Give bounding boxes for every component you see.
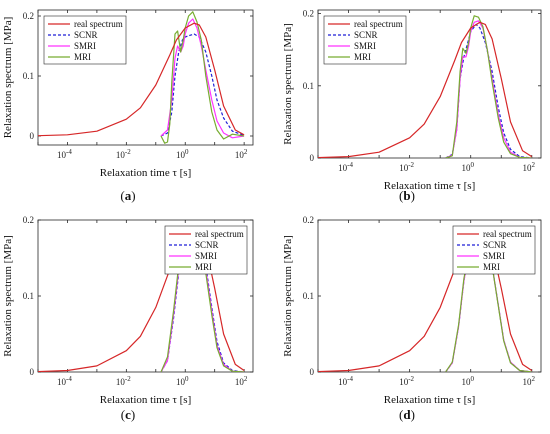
panel-b-legend-label-mri: MRI xyxy=(354,52,371,62)
panel-b: 0 0.1 0.2 10-4 10-2 100 102 Relaxation time τ [… xyxy=(282,9,542,203)
panel-a-ytick-label: 0.1 xyxy=(23,71,34,81)
panel-a-xtick-label: 10-4 xyxy=(57,148,72,160)
panel-b-y-axis-label: Relaxation spectrum [MPa] xyxy=(282,23,294,145)
panel-d-xtick-label: 10-2 xyxy=(399,375,414,387)
panel-d-label: (d) xyxy=(399,407,415,422)
panel-b-series-real-spectrum xyxy=(318,21,533,158)
panel-d-ytick-label: 0.2 xyxy=(303,215,314,225)
panel-a-x-axis-label: Relaxation time τ [s] xyxy=(100,167,191,179)
panel-a-ytick-label: 0.2 xyxy=(23,11,34,21)
panel-c-ytick-label: 0.2 xyxy=(23,215,34,225)
panel-c-ytick-label: 0 xyxy=(30,367,35,377)
panel-a-xtick-label: 10-2 xyxy=(116,148,131,160)
panel-c-legend-label-smri: SMRI xyxy=(195,251,217,261)
panel-a-y-axis-label: Relaxation spectrum [MPa] xyxy=(2,17,14,139)
panel-a-legend-label-smri: SMRI xyxy=(74,41,96,51)
panel-a-series-scnr xyxy=(160,33,245,137)
panel-c-xtick-label: 102 xyxy=(235,375,248,387)
panel-b-legend-label-real-spectrum: real spectrum xyxy=(354,19,403,29)
panel-c: 0 0.1 0.2 10-4 10-2 100 102 Relaxation time τ [… xyxy=(2,215,254,422)
panel-d-y-axis-label: Relaxation spectrum [MPa] xyxy=(282,235,294,357)
panel-b-xtick-label: 10-4 xyxy=(338,161,353,173)
panel-b-legend-box xyxy=(323,15,407,65)
panel-b-label: (b) xyxy=(399,188,415,203)
panel-b-xtick-label: 102 xyxy=(523,161,536,173)
panel-c-legend-label-mri: MRI xyxy=(195,262,212,272)
panel-d-legend-box xyxy=(452,225,536,275)
panel-d-xtick-label: 10-4 xyxy=(338,375,353,387)
panel-c-x-axis-label: Relaxation time τ [s] xyxy=(100,394,191,406)
panel-b-series-mri xyxy=(445,15,532,158)
panel-a-series-real-spectrum xyxy=(38,22,245,137)
panel-b-x-axis-label: Relaxation time τ [s] xyxy=(384,180,475,192)
panel-b-ytick-label: 0.2 xyxy=(303,9,314,19)
panel-a-xtick-label: 100 xyxy=(176,148,189,160)
panel-b-xtick-label: 10-2 xyxy=(399,161,414,173)
panel-d-ytick-label: 0 xyxy=(310,367,315,377)
panel-a-legend-label-scnr: SCNR xyxy=(74,30,98,40)
panel-c-xtick-label: 10-4 xyxy=(57,375,72,387)
panel-c-xtick-label: 100 xyxy=(176,375,189,387)
panel-d-xtick-label: 100 xyxy=(461,375,474,387)
panel-d-legend-label-real-spectrum: real spectrum xyxy=(483,229,532,239)
panel-d-legend-label-smri: SMRI xyxy=(483,251,505,261)
panel-d-legend-label-scnr: SCNR xyxy=(483,240,507,250)
panel-c-legend-label-real-spectrum: real spectrum xyxy=(195,229,244,239)
panel-d-legend-label-mri: MRI xyxy=(483,262,500,272)
panel-d-ytick-label: 0.1 xyxy=(303,291,314,301)
panel-b-legend-label-scnr: SCNR xyxy=(354,30,378,40)
panel-a-series-mri xyxy=(160,11,245,144)
panel-a-legend-label-real-spectrum: real spectrum xyxy=(74,19,123,29)
panel-b-xtick-label: 100 xyxy=(461,161,474,173)
panel-b-legend-label-smri: SMRI xyxy=(354,41,376,51)
panel-a: 0 0.1 0.2 10-4 10-2 100 102 Relaxation time τ [… xyxy=(2,9,254,203)
panel-b-ytick-label: 0.1 xyxy=(303,81,314,91)
panel-c-xtick-label: 10-2 xyxy=(116,375,131,387)
panel-a-legend-label-mri: MRI xyxy=(74,52,91,62)
panel-c-y-axis-label: Relaxation spectrum [MPa] xyxy=(2,235,14,357)
panel-a-ytick-label: 0 xyxy=(30,131,35,141)
panel-a-label: (a) xyxy=(120,188,135,203)
panel-b-series-scnr xyxy=(445,23,532,158)
panel-c-legend-label-scnr: SCNR xyxy=(195,240,219,250)
panel-a-xtick-label: 102 xyxy=(235,148,248,160)
panel-d-xtick-label: 102 xyxy=(523,375,536,387)
panel-a-series-smri xyxy=(160,18,245,139)
panel-b-ytick-label: 0 xyxy=(310,153,315,163)
panel-d: 0 0.1 0.2 10-4 10-2 100 102 Relaxation time τ [… xyxy=(282,215,542,422)
panel-c-label: (c) xyxy=(121,407,135,422)
panel-c-ytick-label: 0.1 xyxy=(23,291,34,301)
panel-d-x-axis-label: Relaxation time τ [s] xyxy=(384,394,475,406)
